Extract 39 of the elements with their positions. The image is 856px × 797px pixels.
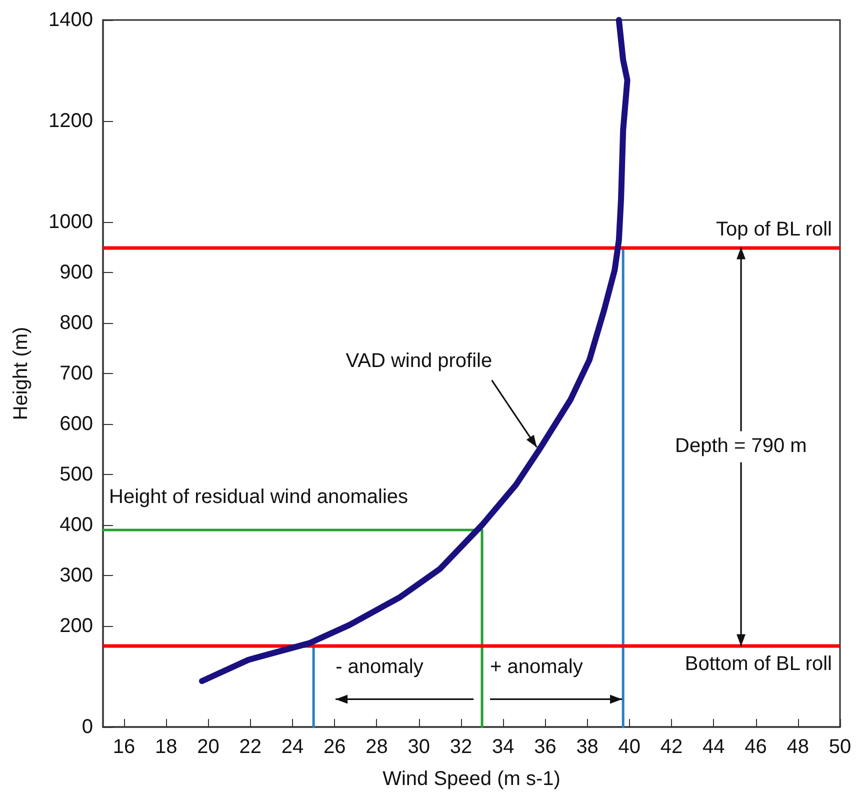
annotation: + anomaly (490, 656, 583, 679)
annotation: VAD wind profile (346, 350, 492, 373)
x-tick-label: 46 (744, 736, 767, 758)
x-tick-label: 28 (366, 736, 388, 758)
y-tick-label: 1200 (48, 110, 93, 132)
y-tick-label: 200 (60, 615, 93, 637)
y-tick-label: 400 (60, 514, 93, 536)
annotation: - anomaly (336, 656, 424, 679)
x-tick-label: 18 (155, 736, 178, 758)
x-tick-label: 30 (408, 736, 430, 758)
x-tick-label: 48 (786, 736, 810, 758)
x-tick-label: 36 (534, 736, 556, 758)
y-tick-label: 300 (60, 564, 93, 586)
x-tick-label: 44 (702, 736, 725, 758)
x-tick-label: 32 (450, 736, 472, 758)
y-tick-label: 700 (60, 362, 93, 384)
x-tick-label: 38 (576, 736, 598, 758)
x-axis-title: Wind Speed (m s-1) (382, 768, 560, 790)
x-tick-label: 16 (112, 736, 136, 758)
x-tick-label: 22 (239, 736, 262, 758)
y-axis-title: Height (m) (10, 326, 32, 420)
x-tick-label: 20 (197, 736, 220, 758)
y-tick-label: 500 (60, 464, 93, 486)
annotation: Depth = 790 m (675, 435, 807, 458)
x-tick-label: 42 (660, 736, 683, 758)
y-tick-label: 900 (60, 262, 93, 284)
annotation: Height of residual wind anomalies (109, 486, 408, 509)
x-tick-label: 34 (492, 736, 514, 758)
y-tick-label: 800 (60, 312, 93, 334)
y-tick-label: 1400 (48, 9, 93, 31)
ref-line-label: Bottom of BL roll (684, 653, 832, 676)
x-tick-label: 24 (281, 736, 304, 758)
y-tick-label: 600 (60, 413, 93, 435)
x-tick-label: 26 (324, 736, 346, 758)
x-tick-label: 40 (618, 736, 641, 758)
y-tick-label: 0 (82, 716, 93, 738)
x-tick-label: 50 (828, 736, 852, 758)
y-tick-label: 1000 (48, 211, 93, 233)
ref-line-label: Top of BL roll (716, 218, 832, 240)
